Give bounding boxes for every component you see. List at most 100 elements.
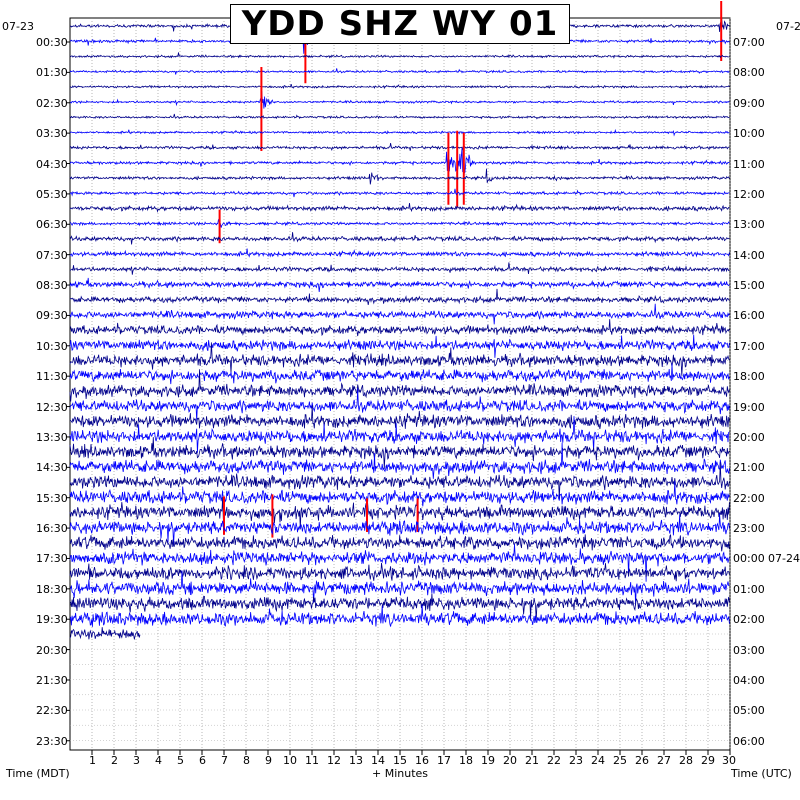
- left-time-label: 23:30: [36, 734, 68, 748]
- left-time-label: 01:30: [36, 66, 68, 80]
- left-time-label: 21:30: [36, 673, 68, 687]
- left-time-label: 16:30: [36, 522, 68, 536]
- x-tick-label: 28: [679, 754, 693, 767]
- right-time-label: 11:00: [733, 157, 765, 171]
- right-time-label: 10:00: [733, 127, 765, 141]
- trace-line-9: [69, 147, 730, 174]
- date-right-wrap-label: 07-24: [768, 552, 800, 565]
- trace-line-12: [69, 202, 730, 213]
- x-tick-label: 7: [221, 754, 228, 767]
- left-time-label: 13:30: [36, 430, 68, 444]
- date-left-label: 07-23: [2, 20, 34, 33]
- left-time-label: 19:30: [36, 613, 68, 627]
- right-time-label: 12:00: [733, 187, 765, 201]
- left-time-label: 07:30: [36, 248, 68, 262]
- x-label-center: + Minutes: [372, 767, 429, 780]
- trace-line-28: [69, 437, 730, 469]
- trace-line-37: [69, 570, 730, 606]
- trace-line-19: [69, 303, 730, 325]
- right-time-label: 16:00: [733, 309, 765, 323]
- right-time-label: 04:00: [733, 673, 765, 687]
- left-time-label: 12:30: [36, 400, 68, 414]
- x-tick-label: 11: [305, 754, 319, 767]
- left-time-label: 14:30: [36, 461, 68, 475]
- right-time-label: 07:00: [733, 36, 765, 49]
- right-time-label: 20:00: [733, 430, 765, 444]
- right-time-label: 17:00: [733, 339, 765, 353]
- x-tick-label: 20: [503, 754, 517, 767]
- trace-line-5: [69, 91, 730, 109]
- right-time-label: 18:00: [733, 370, 765, 384]
- right-time-label: 05:00: [733, 704, 765, 718]
- trace-line-33: [69, 513, 730, 546]
- x-tick-label: 25: [613, 754, 627, 767]
- x-tick-label: 9: [265, 754, 272, 767]
- right-time-label: 22:00: [733, 491, 765, 505]
- left-time-label: 18:30: [36, 582, 68, 596]
- x-tick-label: 27: [657, 754, 671, 767]
- left-time-label: 15:30: [36, 491, 68, 505]
- trace-line-31: [69, 480, 730, 507]
- trace-line-22: [69, 342, 730, 376]
- left-time-label: 10:30: [36, 339, 68, 353]
- right-time-label: 23:00: [733, 522, 765, 536]
- x-tick-label: 3: [133, 754, 140, 767]
- x-tick-label: 1: [89, 754, 96, 767]
- x-tick-label: 13: [349, 754, 363, 767]
- x-tick-label: 14: [371, 754, 385, 767]
- x-tick-label: 22: [547, 754, 561, 767]
- x-tick-label: 17: [437, 754, 451, 767]
- right-time-label: 21:00: [733, 461, 765, 475]
- x-tick-label: 30: [722, 754, 736, 767]
- x-tick-label: 12: [327, 754, 341, 767]
- trace-line-18: [69, 288, 730, 305]
- trace-line-14: [69, 232, 730, 245]
- left-time-label: 05:30: [36, 187, 68, 201]
- chart-title: YDD SHZ WY 01: [230, 4, 570, 44]
- trace-line-27: [69, 416, 730, 453]
- right-time-label: 14:00: [733, 248, 765, 262]
- trace-line-20: [69, 319, 730, 337]
- x-label-right: Time (UTC): [731, 767, 792, 780]
- trace-line-23: [69, 363, 730, 385]
- x-tick-label: 5: [177, 754, 184, 767]
- x-tick-label: 16: [415, 754, 429, 767]
- right-time-label: 08:00: [733, 66, 765, 80]
- trace-line-4: [69, 83, 730, 90]
- left-time-label: 02:30: [36, 96, 68, 110]
- trace-line-15: [69, 248, 730, 258]
- left-time-label: 11:30: [36, 370, 68, 384]
- right-time-label: 03:00: [733, 643, 765, 657]
- left-time-label: 22:30: [36, 704, 68, 718]
- x-tick-label: 4: [155, 754, 162, 767]
- right-time-label: 15:00: [733, 279, 765, 293]
- trace-line-21: [69, 334, 730, 358]
- right-time-label: 19:00: [733, 400, 765, 414]
- x-tick-label: 26: [635, 754, 649, 767]
- x-tick-label: 2: [111, 754, 118, 767]
- trace-line-13: [69, 217, 730, 228]
- trace-line-10: [69, 168, 730, 185]
- x-tick-label: 21: [525, 754, 539, 767]
- date-right-label: 07-2: [776, 20, 800, 33]
- trace-line-40: [69, 627, 141, 640]
- x-tick-label: 8: [243, 754, 250, 767]
- trace-line-3: [69, 68, 730, 75]
- right-time-label: 09:00: [733, 96, 765, 110]
- trace-line-34: [69, 534, 730, 552]
- trace-line-32: [69, 497, 730, 530]
- x-tick-label: 15: [393, 754, 407, 767]
- x-axis-ticks: [66, 41, 731, 755]
- left-time-label: 17:30: [36, 552, 68, 566]
- x-label-left: Time (MDT): [6, 767, 70, 780]
- left-time-label: 20:30: [36, 643, 68, 657]
- left-time-label: 08:30: [36, 279, 68, 293]
- trace-line-30: [69, 462, 730, 500]
- trace-line-16: [69, 262, 730, 275]
- trace-line-29: [69, 442, 730, 479]
- left-time-label: 04:30: [36, 157, 68, 171]
- right-time-label: 02:00: [733, 613, 765, 627]
- x-tick-label: 29: [701, 754, 715, 767]
- right-time-label: 13:00: [733, 218, 765, 232]
